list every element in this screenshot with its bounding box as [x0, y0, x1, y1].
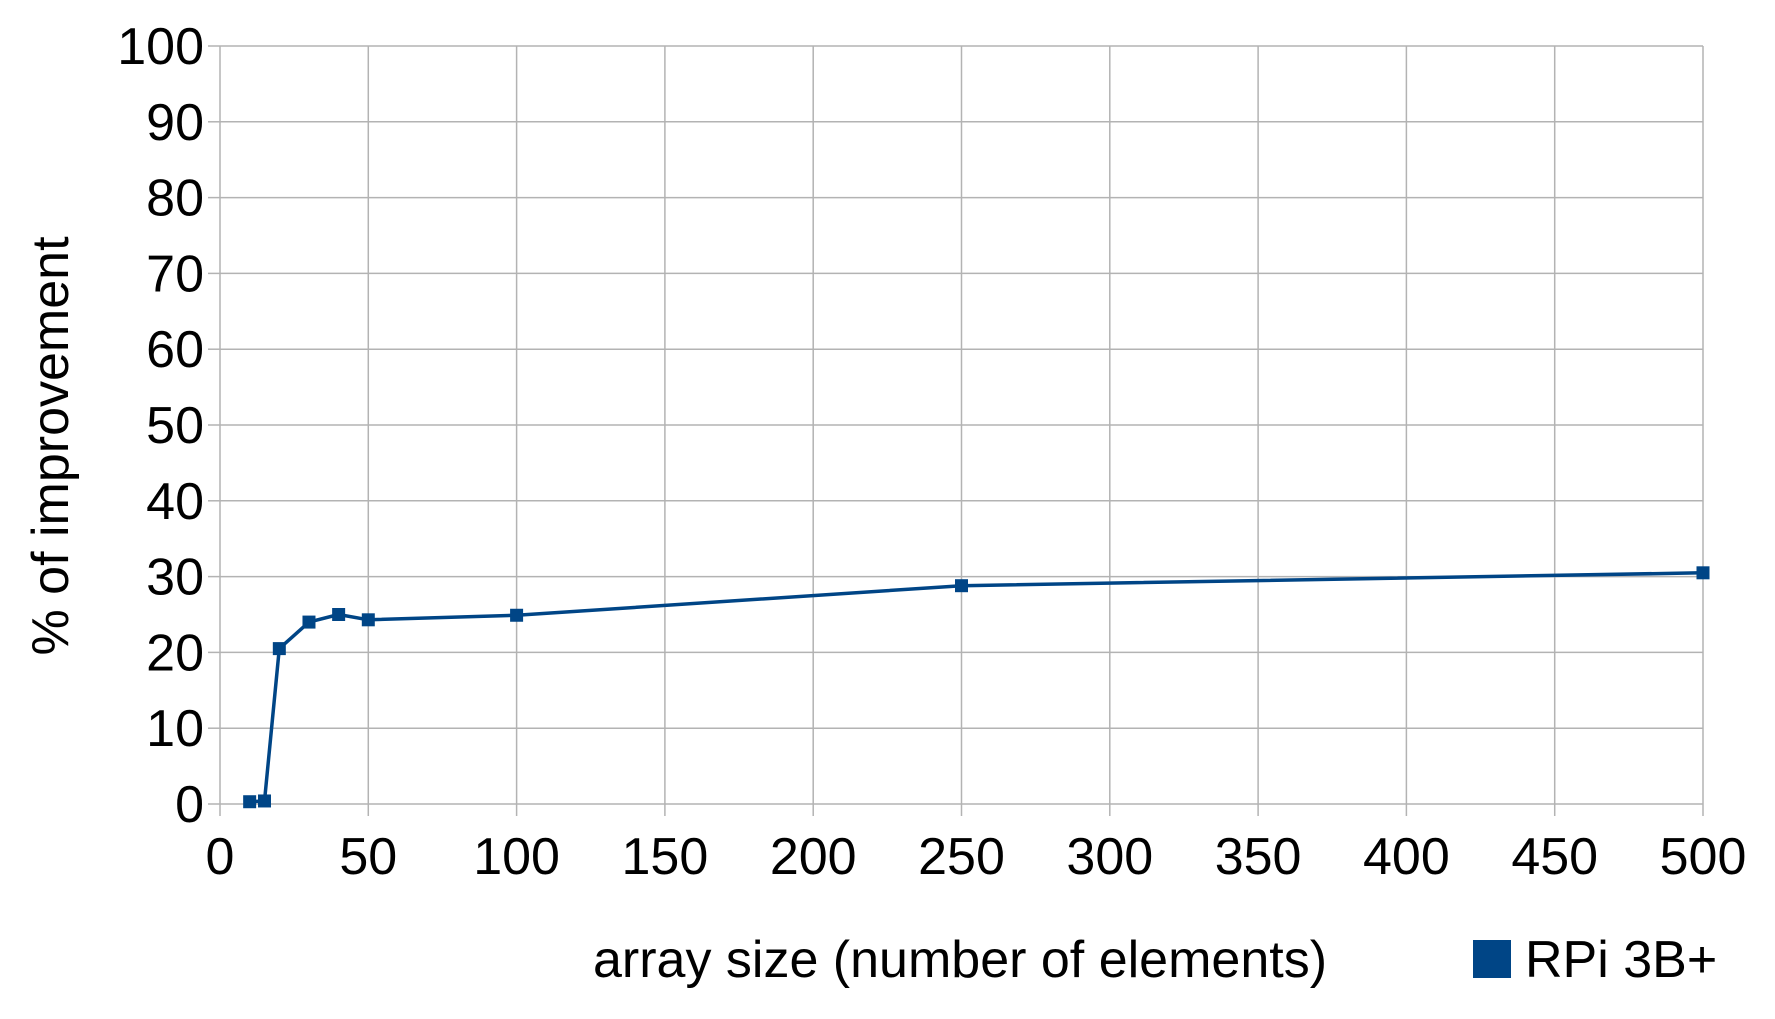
x-tick-label-100: 100 — [473, 828, 560, 886]
legend: RPi 3B+ — [1473, 931, 1717, 989]
data-point-30 — [302, 615, 316, 629]
y-tick-label-20: 20 — [146, 624, 204, 682]
y-axis-title: % of improvement — [22, 236, 80, 656]
data-point-20 — [272, 642, 286, 656]
series-layer — [243, 566, 1710, 809]
y-tick-label-0: 0 — [175, 776, 204, 834]
x-tick-label-400: 400 — [1363, 828, 1450, 886]
legend-swatch — [1473, 940, 1511, 978]
y-tick-label-40: 40 — [146, 473, 204, 531]
x-tick-label-500: 500 — [1660, 828, 1747, 886]
data-point-50 — [361, 613, 375, 627]
x-tick-label-450: 450 — [1511, 828, 1598, 886]
y-axis-ticks: 0 10 20 30 40 50 60 70 80 90 100 — [117, 18, 204, 834]
y-tick-label-10: 10 — [146, 700, 204, 758]
legend-label-rpi-3b-plus: RPi 3B+ — [1525, 931, 1717, 989]
series-line-0 — [249, 571, 1704, 804]
y-tick-label-60: 60 — [146, 321, 204, 379]
data-point-40 — [332, 608, 346, 621]
x-tick-label-50: 50 — [339, 828, 397, 886]
y-tick-label-100: 100 — [117, 18, 204, 76]
data-point-250 — [955, 579, 968, 593]
data-point-500 — [1696, 566, 1710, 580]
x-axis-title: array size (number of elements) — [593, 931, 1327, 989]
y-tick-label-30: 30 — [146, 549, 204, 607]
y-tick-label-90: 90 — [146, 94, 204, 152]
x-tick-label-300: 300 — [1066, 828, 1153, 886]
data-point-100 — [510, 608, 524, 622]
x-tick-label-200: 200 — [770, 828, 857, 886]
x-tick-label-250: 250 — [918, 828, 1005, 886]
y-tick-label-50: 50 — [146, 397, 204, 455]
y-tick-label-80: 80 — [146, 170, 204, 228]
x-tick-label-150: 150 — [622, 828, 709, 886]
grid — [208, 45, 1704, 816]
y-tick-label-70: 70 — [146, 245, 204, 303]
x-tick-label-0: 0 — [206, 828, 235, 886]
data-point-15 — [257, 794, 271, 808]
data-point-10 — [243, 795, 257, 809]
x-axis-ticks: 0 50 100 150 200 250 300 350 400 450 500 — [206, 828, 1747, 886]
x-tick-label-350: 350 — [1215, 828, 1302, 886]
